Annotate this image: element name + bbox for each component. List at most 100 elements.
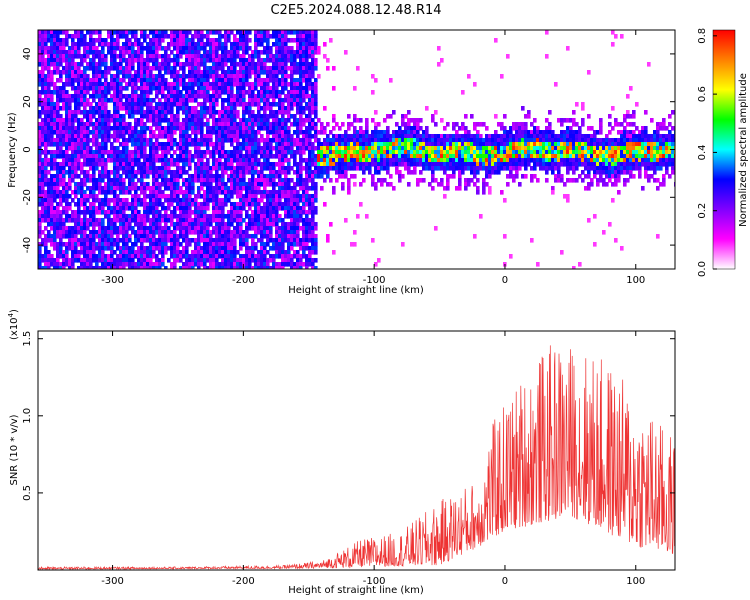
heatmap-cell xyxy=(260,242,264,247)
heatmap-cell xyxy=(47,70,51,75)
heatmap-cell xyxy=(278,34,282,39)
heatmap-cell xyxy=(92,130,96,135)
heatmap-cell xyxy=(83,130,87,135)
heatmap-cell xyxy=(65,182,69,187)
heatmap-cell xyxy=(230,122,234,127)
heatmap-cell xyxy=(275,118,279,123)
heatmap-cell xyxy=(266,70,270,75)
heatmap-cell xyxy=(152,198,156,203)
heatmap-cell xyxy=(263,62,267,67)
heatmap-cell xyxy=(245,162,249,167)
heatmap-cell xyxy=(197,250,201,255)
heatmap-cell xyxy=(59,210,63,215)
heatmap-cell xyxy=(356,142,360,147)
heatmap-cell xyxy=(68,134,72,139)
heatmap-cell xyxy=(80,258,84,263)
heatmap-cell xyxy=(206,222,210,227)
heatmap-cell xyxy=(38,198,42,203)
heatmap-cell xyxy=(344,158,348,163)
heatmap-cell xyxy=(197,202,201,207)
heatmap-cell xyxy=(296,262,300,267)
heatmap-cell xyxy=(83,170,87,175)
heatmap-cell xyxy=(38,210,42,215)
heatmap-cell xyxy=(143,122,147,127)
heatmap-cell xyxy=(38,218,42,223)
heatmap-cell xyxy=(194,130,198,135)
heatmap-cell xyxy=(155,142,159,147)
heatmap-cell xyxy=(278,58,282,63)
heatmap-cell xyxy=(56,218,60,223)
heatmap-cell xyxy=(248,246,252,251)
heatmap-cell xyxy=(212,42,216,47)
heatmap-cell xyxy=(98,266,102,269)
heatmap-cell xyxy=(71,86,75,91)
heatmap-cell xyxy=(353,126,357,131)
heatmap-cell xyxy=(116,90,120,95)
heatmap-cell xyxy=(185,238,189,243)
heatmap-cell xyxy=(68,174,72,179)
heatmap-cell xyxy=(221,54,225,59)
heatmap-cell xyxy=(188,138,192,143)
heatmap-cell xyxy=(356,162,360,167)
heatmap-cell xyxy=(365,118,369,123)
heatmap-cell xyxy=(164,222,168,227)
heatmap-cell xyxy=(335,158,339,163)
heatmap-cell xyxy=(266,198,270,203)
heatmap-cell xyxy=(53,62,57,67)
heatmap-cell xyxy=(173,242,177,247)
heatmap-cell xyxy=(80,146,84,151)
heatmap-cell xyxy=(71,174,75,179)
heatmap-cell xyxy=(182,42,186,47)
heatmap-cell xyxy=(251,202,255,207)
heatmap-cell xyxy=(164,30,168,35)
heatmap-cell xyxy=(98,198,102,203)
heatmap-cell xyxy=(119,126,123,131)
heatmap-cell xyxy=(59,38,63,43)
heatmap-cell xyxy=(224,70,228,75)
heatmap-cell xyxy=(296,218,300,223)
heatmap-cell xyxy=(227,162,231,167)
heatmap-cell xyxy=(107,186,111,191)
heatmap-cell xyxy=(197,54,201,59)
heatmap-cell xyxy=(182,46,186,51)
heatmap-cell xyxy=(188,62,192,67)
heatmap-cell xyxy=(74,194,78,199)
heatmap-cell xyxy=(128,122,132,127)
heatmap-cell xyxy=(251,242,255,247)
heatmap-cell xyxy=(233,158,237,163)
heatmap-cell xyxy=(251,50,255,55)
heatmap-cell xyxy=(197,42,201,47)
heatmap-cell xyxy=(209,58,213,63)
heatmap-cell xyxy=(230,258,234,263)
heatmap-cell xyxy=(125,258,129,263)
heatmap-cell xyxy=(188,266,192,269)
heatmap-cell xyxy=(41,150,45,155)
heatmap-cell xyxy=(206,226,210,231)
heatmap-cell xyxy=(260,234,264,239)
heatmap-cell xyxy=(149,50,153,55)
heatmap-cell xyxy=(308,198,312,203)
heatmap-cell xyxy=(245,210,249,215)
heatmap-cell xyxy=(53,198,57,203)
heatmap-cell xyxy=(308,50,312,55)
heatmap-cell xyxy=(143,30,147,35)
heatmap-cell xyxy=(257,262,261,267)
heatmap-cell xyxy=(266,42,270,47)
heatmap-cell xyxy=(182,214,186,219)
heatmap-cell xyxy=(125,250,129,255)
heatmap-cell xyxy=(47,266,51,269)
heatmap-cell xyxy=(128,94,132,99)
heatmap-cell xyxy=(116,242,120,247)
heatmap-cell xyxy=(203,122,207,127)
heatmap-cell xyxy=(158,142,162,147)
heatmap-cell xyxy=(83,66,87,71)
heatmap-cell xyxy=(200,194,204,199)
heatmap-cell xyxy=(140,242,144,247)
heatmap-cell xyxy=(302,74,306,79)
heatmap-cell xyxy=(287,74,291,79)
heatmap-cell xyxy=(101,150,105,155)
heatmap-cell xyxy=(293,62,297,67)
heatmap-cell xyxy=(206,50,210,55)
heatmap-cell xyxy=(167,130,171,135)
heatmap-cell xyxy=(143,94,147,99)
